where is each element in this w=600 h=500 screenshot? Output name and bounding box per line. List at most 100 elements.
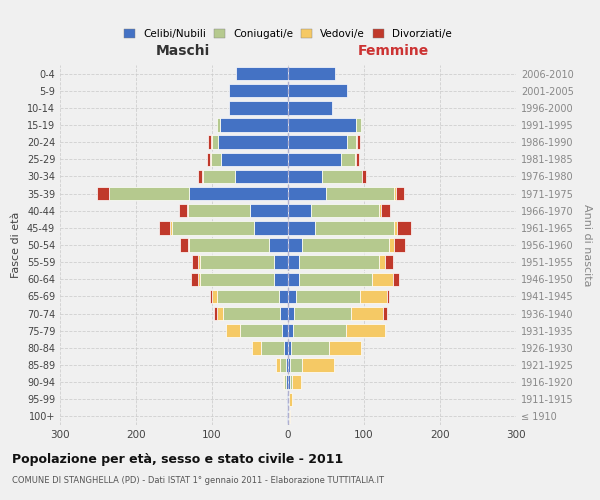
- Bar: [202, 170, 203, 183]
- Bar: [346, 324, 385, 338]
- Bar: [299, 272, 371, 286]
- Bar: [208, 136, 211, 149]
- Bar: [221, 152, 288, 166]
- Bar: [217, 118, 220, 132]
- Bar: [279, 290, 288, 303]
- Bar: [288, 392, 289, 406]
- Y-axis label: Anni di nascita: Anni di nascita: [582, 204, 592, 286]
- Bar: [290, 376, 292, 389]
- Bar: [250, 204, 288, 218]
- Bar: [288, 256, 299, 269]
- Bar: [394, 238, 405, 252]
- Bar: [240, 324, 282, 338]
- Bar: [262, 341, 284, 354]
- Bar: [288, 152, 341, 166]
- Bar: [383, 307, 387, 320]
- Bar: [296, 290, 360, 303]
- Bar: [288, 187, 326, 200]
- Bar: [356, 136, 357, 149]
- Bar: [288, 221, 314, 234]
- Bar: [381, 204, 390, 218]
- Bar: [280, 307, 288, 320]
- Bar: [284, 376, 286, 389]
- Bar: [187, 204, 188, 218]
- Text: COMUNE DI STANGHELLA (PD) - Dati ISTAT 1° gennaio 2011 - Elaborazione TUTTITALIA: COMUNE DI STANGHELLA (PD) - Dati ISTAT 1…: [12, 476, 384, 485]
- Bar: [188, 238, 189, 252]
- Bar: [229, 84, 288, 98]
- Bar: [269, 238, 288, 252]
- Bar: [394, 187, 396, 200]
- Bar: [217, 290, 279, 303]
- Bar: [214, 307, 217, 320]
- Bar: [292, 376, 301, 389]
- Bar: [217, 307, 223, 320]
- Bar: [284, 341, 288, 354]
- Bar: [326, 187, 394, 200]
- Bar: [254, 221, 288, 234]
- Bar: [188, 204, 250, 218]
- Bar: [159, 221, 170, 234]
- Bar: [274, 256, 288, 269]
- Bar: [393, 272, 399, 286]
- Bar: [396, 187, 404, 200]
- Bar: [282, 324, 288, 338]
- Bar: [347, 136, 356, 149]
- Bar: [170, 221, 172, 234]
- Bar: [293, 324, 346, 338]
- Bar: [191, 272, 197, 286]
- Bar: [197, 272, 200, 286]
- Bar: [235, 170, 288, 183]
- Bar: [229, 101, 288, 114]
- Bar: [356, 118, 361, 132]
- Bar: [289, 392, 292, 406]
- Bar: [289, 410, 290, 423]
- Bar: [192, 256, 199, 269]
- Bar: [288, 341, 291, 354]
- Bar: [280, 358, 286, 372]
- Bar: [385, 256, 393, 269]
- Bar: [288, 290, 296, 303]
- Bar: [387, 290, 389, 303]
- Bar: [276, 358, 280, 372]
- Bar: [180, 238, 188, 252]
- Bar: [200, 256, 274, 269]
- Bar: [203, 170, 235, 183]
- Bar: [288, 324, 293, 338]
- Bar: [288, 67, 335, 80]
- Bar: [360, 290, 387, 303]
- Bar: [291, 341, 329, 354]
- Bar: [302, 358, 334, 372]
- Bar: [288, 84, 347, 98]
- Bar: [371, 272, 393, 286]
- Bar: [288, 170, 322, 183]
- Bar: [208, 152, 211, 166]
- Bar: [288, 376, 290, 389]
- Bar: [226, 324, 240, 338]
- Bar: [223, 307, 280, 320]
- Text: Popolazione per età, sesso e stato civile - 2011: Popolazione per età, sesso e stato civil…: [12, 452, 343, 466]
- Bar: [299, 256, 379, 269]
- Bar: [189, 187, 288, 200]
- Bar: [288, 358, 290, 372]
- Bar: [212, 136, 218, 149]
- Bar: [109, 187, 189, 200]
- Text: Maschi: Maschi: [156, 44, 210, 58]
- Bar: [379, 204, 381, 218]
- Bar: [200, 272, 274, 286]
- Bar: [288, 238, 302, 252]
- Bar: [357, 136, 360, 149]
- Bar: [274, 272, 288, 286]
- Bar: [288, 307, 294, 320]
- Bar: [212, 290, 217, 303]
- Bar: [179, 204, 187, 218]
- Bar: [288, 136, 347, 149]
- Bar: [355, 152, 356, 166]
- Bar: [314, 221, 394, 234]
- Bar: [211, 136, 212, 149]
- Bar: [287, 410, 288, 423]
- Bar: [356, 152, 359, 166]
- Bar: [236, 67, 288, 80]
- Bar: [283, 376, 284, 389]
- Bar: [362, 170, 366, 183]
- Bar: [394, 221, 397, 234]
